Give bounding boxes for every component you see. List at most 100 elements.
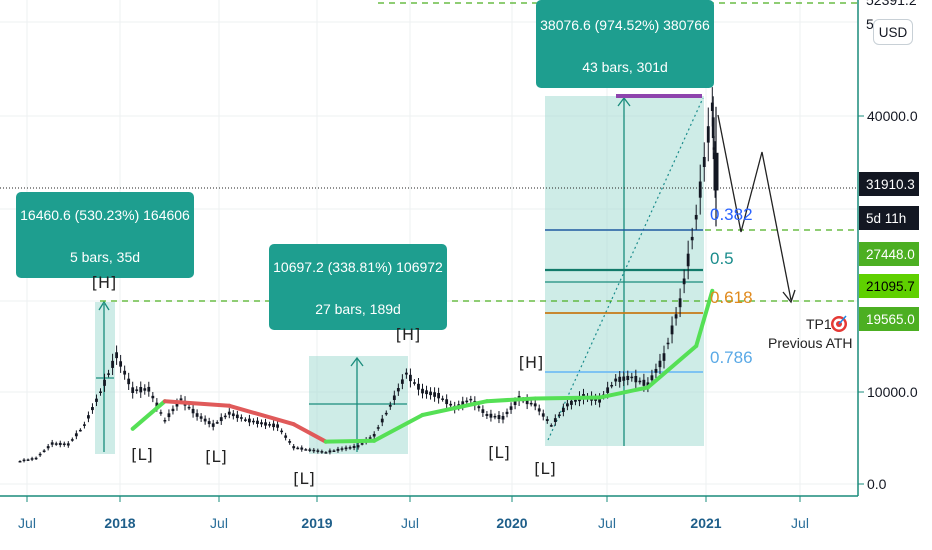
- pivot-low-2018a: [L]: [131, 445, 152, 464]
- price-tag-2: 27448.0: [859, 242, 919, 266]
- candle-25: [119, 354, 123, 373]
- pivot-high-2019: [H]: [396, 325, 421, 344]
- pivot-high-2017: [H]: [92, 273, 117, 292]
- price-tag-label-3: 21095.7: [866, 279, 915, 294]
- candle-36: [163, 417, 167, 424]
- candle-64: [276, 421, 279, 432]
- candle-6: [42, 449, 46, 453]
- candle-49: [215, 420, 219, 425]
- candle-10: [58, 440, 62, 448]
- measure-box-2-line2: 27 bars, 189d: [315, 301, 401, 317]
- candle-130: [541, 409, 545, 421]
- candle-13: [70, 437, 74, 442]
- ma-segment-7: [484, 396, 538, 404]
- candle-122: [509, 402, 513, 414]
- candle-78: [332, 449, 336, 452]
- candle-159: [658, 353, 662, 374]
- candle-66: [284, 432, 288, 441]
- candle-43: [191, 404, 195, 418]
- candle-150: [622, 371, 626, 387]
- candle-46: [203, 415, 207, 425]
- x-tick-label-2: Jul: [210, 515, 228, 531]
- candle-72: [308, 447, 312, 453]
- candle-1: [22, 458, 26, 463]
- candle-58: [252, 418, 255, 425]
- candle-82: [348, 445, 352, 450]
- candle-106: [445, 394, 449, 409]
- currency-button[interactable]: USD: [873, 19, 913, 45]
- target-label: TP1: [806, 316, 832, 332]
- candle-16: [83, 421, 86, 429]
- candle-118: [493, 413, 497, 420]
- ma-segment-9: [597, 385, 650, 400]
- candle-120: [501, 412, 505, 424]
- y-axis[interactable]: 40000.0 10000.0 0.0 52391.2 5: [857, 0, 918, 496]
- pivot-low-2018c: [L]: [293, 469, 314, 488]
- price-tags: 31910.3 5d 11h 27448.0 21095.7 19565.0: [859, 172, 919, 331]
- candle-101: [425, 385, 428, 399]
- y-clipped-label-2: 5: [866, 16, 874, 32]
- candle-61: [264, 418, 267, 430]
- candle-90: [380, 414, 384, 427]
- candle-153: [634, 369, 638, 389]
- x-tick-label-1: 2018: [104, 515, 135, 531]
- candle-83: [352, 443, 356, 451]
- candle-165: [682, 269, 686, 294]
- candle-76: [324, 451, 328, 454]
- candle-0: [18, 460, 22, 463]
- ma-segment-11: [694, 288, 715, 348]
- candle-74: [316, 448, 320, 454]
- measure-box-1-line1: 16460.6 (530.23%) 164606: [20, 207, 190, 223]
- ma-segment-6: [420, 399, 489, 417]
- candle-38: [171, 405, 175, 415]
- ma-segment-8: [533, 395, 602, 401]
- pivot-labels: [H] [L] [L] [L] [H] [L] [H] [L]: [92, 273, 556, 488]
- candle-3: [30, 456, 34, 462]
- measure-box-2[interactable]: 10697.2 (338.81%) 106972 27 bars, 189d: [269, 244, 447, 330]
- candle-79: [336, 446, 340, 453]
- candle-89: [376, 424, 380, 431]
- candle-51: [223, 413, 227, 420]
- candle-47: [207, 417, 211, 428]
- candle-60: [260, 419, 263, 428]
- candle-160: [662, 345, 666, 369]
- candle-8: [50, 439, 54, 448]
- candle-148: [614, 374, 618, 387]
- candle-169: [698, 164, 702, 215]
- candle-97: [409, 368, 412, 388]
- candle-2: [26, 458, 30, 461]
- candle-149: [618, 371, 622, 388]
- x-axis[interactable]: Jul 2018 Jul 2019 Jul 2020 Jul 2021 Jul: [0, 495, 858, 531]
- measure-box-3[interactable]: 38076.6 (974.52%) 380766 43 bars, 301d: [536, 0, 714, 88]
- candle-7: [46, 443, 50, 451]
- measure-box-1[interactable]: 16460.6 (530.23%) 164606 5 bars, 35d: [16, 192, 194, 278]
- price-tag-0: 31910.3: [859, 172, 919, 196]
- candle-127: [529, 400, 533, 407]
- candle-15: [78, 428, 82, 432]
- candle-171: [706, 107, 710, 162]
- x-tick-label-6: Jul: [598, 515, 616, 531]
- moving-average: [130, 288, 715, 444]
- candle-42: [187, 404, 191, 411]
- candle-14: [74, 430, 78, 440]
- projection-arrowhead: [782, 289, 796, 304]
- candle-50: [219, 413, 223, 425]
- candle-93: [392, 390, 396, 405]
- candle-168: [694, 204, 698, 230]
- candle-55: [239, 414, 243, 422]
- price-tag-label-1: 5d 11h: [866, 211, 906, 226]
- fib-labels: 0.382 0.5 0.618 0.786: [710, 205, 753, 367]
- candle-128: [533, 399, 537, 411]
- candle-44: [195, 409, 199, 421]
- candle-48: [211, 419, 215, 431]
- candle-162: [670, 316, 674, 344]
- pivot-low-2018b: [L]: [205, 447, 226, 466]
- pivot-high-2020: [H]: [519, 353, 544, 372]
- candle-135: [561, 403, 565, 417]
- candle-164: [678, 288, 682, 318]
- candle-63: [272, 420, 275, 431]
- candle-59: [256, 417, 259, 428]
- candle-80: [340, 446, 344, 452]
